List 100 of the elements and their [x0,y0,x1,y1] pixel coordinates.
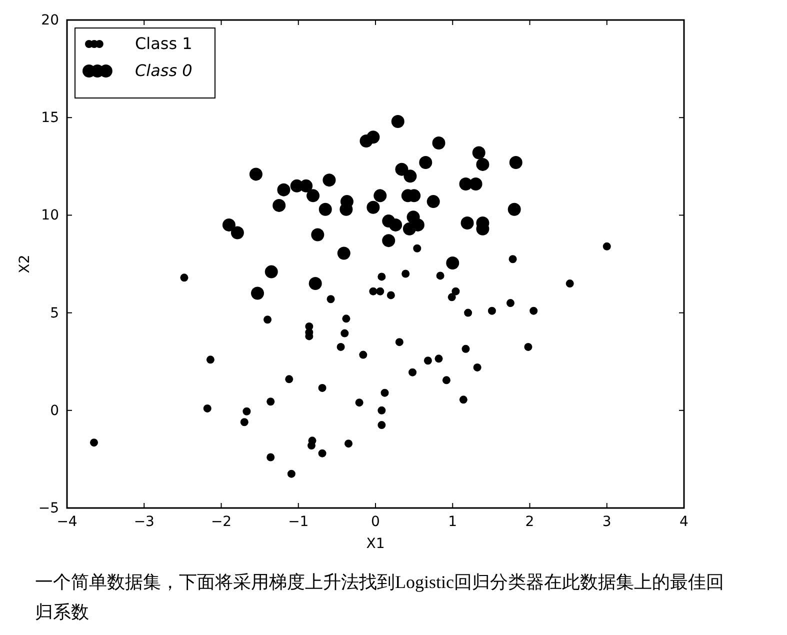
point [389,218,402,232]
point [434,354,443,363]
point [448,293,456,302]
point [460,216,474,230]
x-tick-label: 2 [525,514,534,530]
y-axis-title: X2 [17,254,33,274]
point [413,244,422,252]
point [318,202,332,216]
point [300,179,313,192]
point [203,404,212,412]
point [277,183,290,196]
point [311,228,324,242]
point [462,344,470,353]
point [566,280,574,288]
point [240,418,248,426]
x-tick-label: 0 [371,514,380,530]
x-tick-label: 4 [680,514,689,530]
point [318,449,326,458]
point [242,407,251,416]
point [508,202,521,216]
point [380,388,389,397]
point [222,218,236,232]
point [530,306,538,315]
point [424,356,432,365]
point [266,453,275,462]
point [378,421,386,430]
y-tick-label: 20 [41,12,59,28]
x-tick-label: −3 [134,514,154,530]
point [395,162,408,176]
point [378,272,386,281]
point [446,256,460,270]
point [307,442,316,450]
point [360,134,373,148]
point [472,146,486,160]
point [206,356,214,364]
point [509,156,522,169]
point [402,222,416,236]
x-tick-label: −2 [210,514,232,530]
point [404,170,417,183]
point [391,115,404,128]
y-tick-label: 10 [41,208,59,224]
point [264,316,272,324]
point [251,286,264,300]
point [508,255,517,264]
point [180,274,188,282]
point [469,177,482,190]
point [402,270,410,278]
point [378,406,386,414]
point [336,342,345,351]
point [306,189,320,202]
point [369,287,378,296]
point [326,295,335,304]
point [266,398,275,406]
point [426,195,440,208]
point [355,398,364,407]
x-axis-title: X1 [366,536,385,552]
point [473,363,482,372]
legend-label: Class 1 [135,34,192,53]
point [452,287,460,296]
point [488,306,496,315]
point [342,314,350,323]
x-tick-label: 3 [602,514,612,530]
point [344,440,353,448]
point [318,384,326,392]
y-tick-label: −5 [38,500,59,516]
point [340,329,349,338]
point [308,277,322,290]
point [395,338,404,346]
point [366,200,380,214]
point [419,156,432,169]
point [322,174,336,187]
point [285,375,294,384]
point [602,242,611,250]
x-tick-label: −1 [288,514,309,530]
x-tick-label: 1 [448,514,458,530]
point [386,291,395,300]
point [476,158,490,171]
point [408,368,417,376]
point [90,438,98,447]
point [272,198,286,212]
point [432,136,446,150]
point [376,287,384,296]
point [524,342,532,351]
y-tick-label: 0 [50,402,59,419]
point [287,470,296,478]
point [359,350,368,359]
point [264,265,278,278]
point [459,396,468,404]
point [506,299,514,308]
x-tick-label: −4 [56,514,78,530]
point [340,202,353,216]
point [464,308,472,317]
text: 一个简单数据集，下面将采用梯度上升法找到Logistic回归分类器在此数据集上的最佳回归系数 [35,571,725,624]
point [436,272,444,280]
point [337,246,350,260]
point [382,234,396,248]
legend-label: Class 0 [135,61,192,80]
point [230,226,244,240]
point [374,189,387,202]
y-tick-label: 15 [41,110,59,126]
